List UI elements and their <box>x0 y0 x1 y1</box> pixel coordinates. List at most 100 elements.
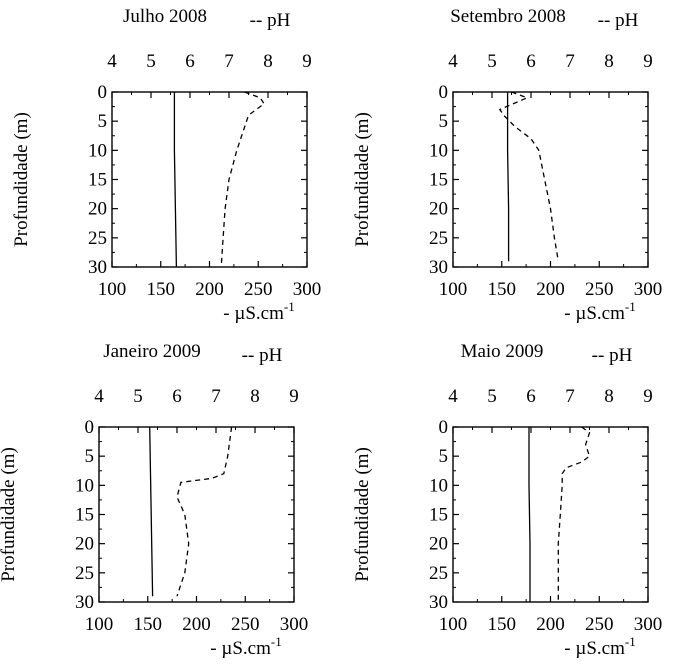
top-tick-label: 6 <box>185 51 195 72</box>
y-axis-label: Profundidade (m) <box>352 447 373 582</box>
bottom-axis-label-sup: -1 <box>284 299 295 314</box>
top-tick-label: 5 <box>133 386 143 407</box>
bottom-axis-label: - µS.cm-1 <box>210 634 281 659</box>
top-tick-label: 9 <box>289 386 299 407</box>
y-tick-label: 5 <box>85 446 95 467</box>
y-tick-label: 10 <box>429 475 448 496</box>
ph-series-line <box>557 426 591 602</box>
bottom-tick-label: 100 <box>98 279 127 300</box>
y-tick-label: 20 <box>429 534 448 555</box>
y-tick-label: 20 <box>75 534 94 555</box>
y-tick-label: 20 <box>88 199 107 220</box>
y-tick-label: 15 <box>429 170 448 191</box>
bottom-tick-label: 250 <box>585 614 614 635</box>
bottom-tick-label: 100 <box>439 614 468 635</box>
top-tick-label: 7 <box>224 51 234 72</box>
top-tick-label: 4 <box>107 51 117 72</box>
bottom-tick-label: 300 <box>280 614 309 635</box>
bottom-axis-label-sup: -1 <box>625 299 636 314</box>
ph-series-line <box>220 91 265 268</box>
bottom-axis-label-sup: -1 <box>271 634 282 649</box>
bottom-tick-label: 100 <box>85 614 114 635</box>
y-tick-label: 25 <box>88 228 107 249</box>
bottom-tick-label: 150 <box>134 614 163 635</box>
conductivity-series-line <box>528 427 531 602</box>
y-tick-label: 25 <box>429 563 448 584</box>
bottom-tick-label: 300 <box>634 279 663 300</box>
conductivity-series-line <box>149 426 154 597</box>
y-tick-label: 25 <box>75 563 94 584</box>
bottom-axis-label: - µS.cm-1 <box>564 634 635 659</box>
bottom-tick-label: 200 <box>536 279 565 300</box>
top-tick-label: 7 <box>211 386 221 407</box>
y-tick-label: 30 <box>429 257 448 278</box>
y-tick-label: 10 <box>75 475 94 496</box>
top-tick-label: 9 <box>643 386 653 407</box>
bottom-tick-label: 250 <box>585 279 614 300</box>
y-tick-label: 0 <box>439 82 449 103</box>
chart-title: Janeiro 2009 <box>103 341 201 362</box>
y-tick-label: 0 <box>98 82 108 103</box>
y-tick-label: 5 <box>439 446 449 467</box>
top-tick-label: 8 <box>604 51 614 72</box>
top-tick-label: 9 <box>302 51 312 72</box>
top-tick-label: 8 <box>604 386 614 407</box>
bottom-tick-label: 200 <box>182 614 211 635</box>
chart-title: Setembro 2008 <box>450 6 566 27</box>
bottom-tick-label: 150 <box>147 279 176 300</box>
bottom-tick-label: 250 <box>231 614 260 635</box>
top-tick-label: 5 <box>487 386 497 407</box>
chart-title: Julho 2008 <box>123 6 207 27</box>
bottom-tick-label: 200 <box>195 279 224 300</box>
bottom-tick-label: 300 <box>634 614 663 635</box>
plot-frame <box>111 91 308 268</box>
top-tick-label: 7 <box>565 51 575 72</box>
top-tick-label: 4 <box>448 386 458 407</box>
bottom-tick-label: 250 <box>244 279 273 300</box>
top-tick-label: 5 <box>487 51 497 72</box>
y-tick-label: 10 <box>429 140 448 161</box>
top-axis-label: -- pH <box>250 10 291 31</box>
y-tick-label: 30 <box>75 592 94 613</box>
top-tick-label: 6 <box>172 386 182 407</box>
y-tick-label: 5 <box>98 111 108 132</box>
top-axis-label: -- pH <box>242 345 283 366</box>
y-tick-label: 15 <box>429 505 448 526</box>
y-tick-label: 0 <box>85 417 95 438</box>
y-tick-label: 25 <box>429 228 448 249</box>
y-tick-label: 30 <box>88 257 107 278</box>
y-tick-label: 10 <box>88 140 107 161</box>
bottom-axis-label-sup: -1 <box>625 634 636 649</box>
chart-title: Maio 2009 <box>461 341 544 362</box>
top-axis-label: -- pH <box>592 345 633 366</box>
top-tick-label: 9 <box>643 51 653 72</box>
bottom-tick-label: 100 <box>439 279 468 300</box>
y-tick-label: 15 <box>75 505 94 526</box>
bottom-tick-label: 200 <box>536 614 565 635</box>
y-axis-label: Profundidade (m) <box>0 447 19 582</box>
bottom-axis-label: - µS.cm-1 <box>564 299 635 324</box>
top-axis-label: -- pH <box>598 10 639 31</box>
top-tick-label: 6 <box>526 386 536 407</box>
plot-frame <box>98 426 295 603</box>
top-tick-label: 5 <box>146 51 156 72</box>
plot-frame <box>452 91 649 268</box>
bottom-axis-label: - µS.cm-1 <box>223 299 294 324</box>
top-tick-label: 8 <box>250 386 260 407</box>
ph-series-line <box>498 91 559 262</box>
y-axis-label: Profundidade (m) <box>11 112 32 247</box>
y-axis-label: Profundidade (m) <box>352 112 373 247</box>
y-tick-label: 0 <box>439 417 449 438</box>
y-tick-label: 5 <box>439 111 449 132</box>
top-tick-label: 4 <box>94 386 104 407</box>
bottom-tick-label: 150 <box>488 279 517 300</box>
top-tick-label: 8 <box>263 51 273 72</box>
top-tick-label: 7 <box>565 386 575 407</box>
top-tick-label: 6 <box>526 51 536 72</box>
y-tick-label: 30 <box>429 592 448 613</box>
